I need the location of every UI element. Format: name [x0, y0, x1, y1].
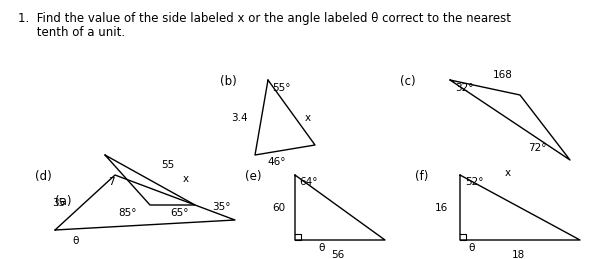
Text: 16: 16	[435, 203, 448, 213]
Text: 52°: 52°	[465, 177, 484, 187]
Text: 168: 168	[493, 70, 513, 80]
Text: (c): (c)	[400, 75, 416, 88]
Text: (d): (d)	[35, 170, 52, 183]
Text: 72°: 72°	[528, 143, 547, 153]
Text: 18: 18	[511, 250, 524, 259]
Text: 3.4: 3.4	[231, 113, 248, 123]
Text: 1.  Find the value of the side labeled x or the angle labeled θ correct to the n: 1. Find the value of the side labeled x …	[18, 12, 511, 25]
Text: tenth of a unit.: tenth of a unit.	[18, 26, 125, 39]
Text: (a): (a)	[55, 195, 72, 208]
Text: 35°: 35°	[212, 202, 230, 212]
Text: x: x	[505, 168, 511, 178]
Text: (b): (b)	[220, 75, 237, 88]
Text: 55: 55	[161, 160, 175, 170]
Text: 46°: 46°	[267, 157, 285, 167]
Text: x: x	[183, 174, 189, 184]
Text: θ: θ	[318, 243, 325, 253]
Text: 65°: 65°	[170, 208, 188, 218]
Text: 85°: 85°	[118, 208, 136, 218]
Text: 64°: 64°	[299, 177, 318, 187]
Text: x: x	[305, 113, 311, 123]
Text: (f): (f)	[415, 170, 428, 183]
Text: 7: 7	[108, 177, 115, 187]
Text: 56: 56	[331, 250, 344, 259]
Text: (e): (e)	[245, 170, 261, 183]
Text: 35: 35	[52, 198, 65, 208]
Text: 32°: 32°	[455, 83, 474, 93]
Text: 55°: 55°	[272, 83, 291, 93]
Text: 60: 60	[272, 203, 285, 213]
Text: θ: θ	[72, 236, 78, 246]
Text: θ: θ	[468, 243, 474, 253]
